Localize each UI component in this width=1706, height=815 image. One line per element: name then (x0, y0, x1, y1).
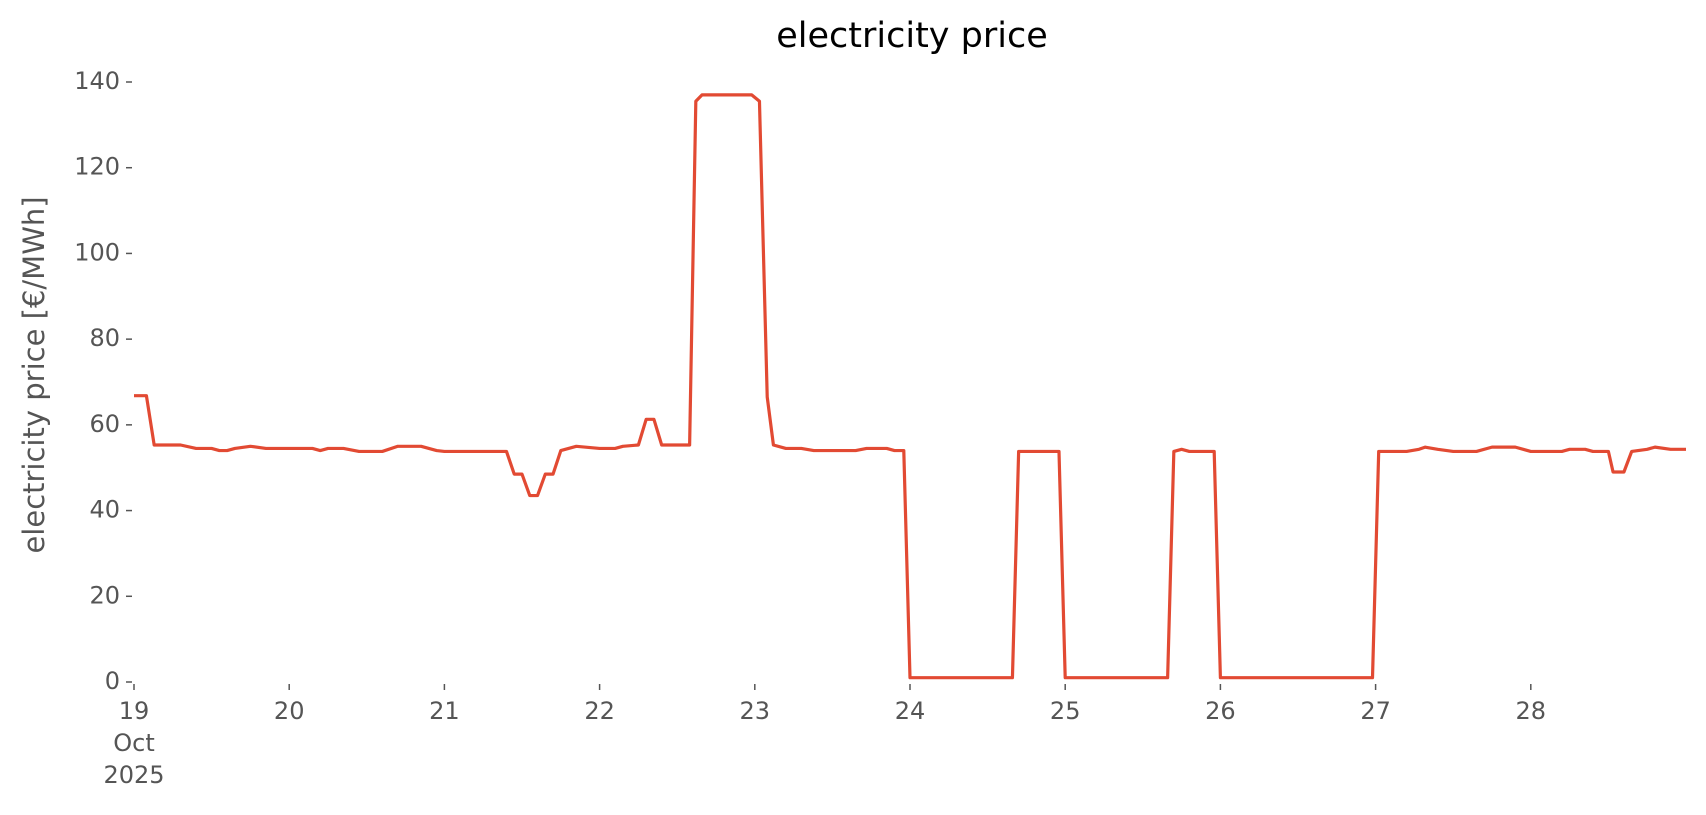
y-tick-label: 0 (105, 667, 120, 695)
y-tick-label: 80 (89, 324, 120, 352)
y-tick-label: 60 (89, 410, 120, 438)
x-tick-label: 22 (584, 697, 615, 725)
x-tick-label: 28 (1516, 697, 1547, 725)
x-tick-label: 20 (274, 697, 305, 725)
y-tick-label: 40 (89, 496, 120, 524)
x-tick-label: 26 (1205, 697, 1236, 725)
x-tick-label: 21 (429, 697, 460, 725)
x-tick-label: 25 (1050, 697, 1081, 725)
y-tick-label: 20 (89, 581, 120, 609)
y-axis-label: electricity price [€/MWh] (17, 196, 51, 553)
y-tick-label: 100 (74, 238, 120, 266)
y-tick-label: 120 (74, 153, 120, 181)
price-line (134, 93, 1686, 680)
x-tick-label: 23 (740, 697, 771, 725)
x-tick-label: 19 Oct 2025 (103, 697, 164, 789)
x-tick-label: 27 (1360, 697, 1391, 725)
y-tick-label: 140 (74, 67, 120, 95)
chart-title: electricity price (776, 16, 1048, 56)
x-tick-label: 24 (895, 697, 926, 725)
